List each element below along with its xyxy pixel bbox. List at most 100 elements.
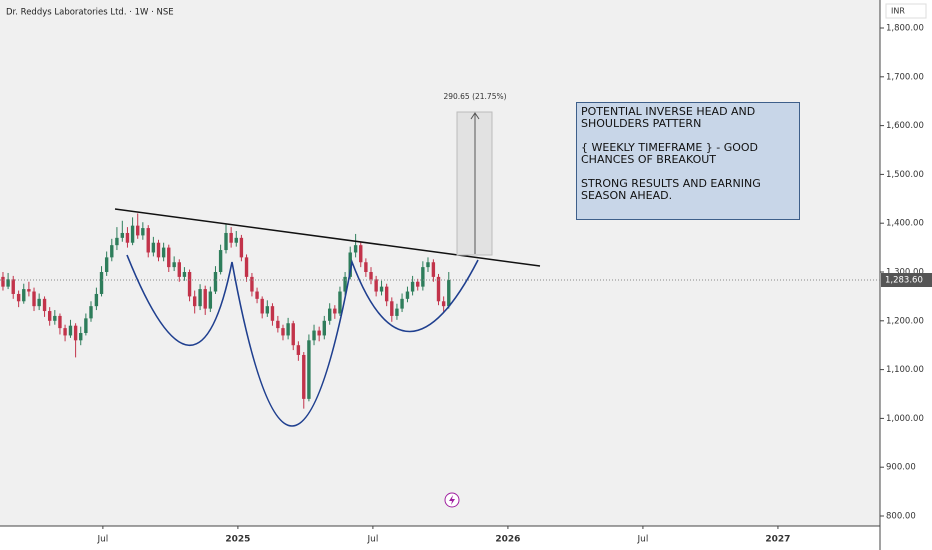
candle-body: [441, 301, 446, 307]
y-tick-label: 800.00: [886, 511, 916, 521]
candle-body: [447, 280, 451, 307]
measure-arrow-head: [470, 112, 480, 120]
candle-body: [260, 298, 264, 314]
y-tick-label: 1,000.00: [886, 414, 924, 424]
candle-body: [281, 328, 285, 336]
currency: INR: [891, 7, 905, 16]
candle-body: [6, 279, 10, 287]
note-box: POTENTIAL INVERSE HEAD AND SHOULDERS PAT…: [576, 102, 800, 220]
candle-body: [218, 250, 223, 273]
candle-body: [333, 308, 337, 314]
candle-body: [250, 276, 254, 292]
candle-body: [364, 262, 368, 273]
y-tick-label: 1,600.00: [886, 121, 924, 131]
candle-body: [348, 252, 352, 277]
candle-body: [42, 298, 47, 312]
candle-body: [141, 228, 145, 236]
candle-body: [161, 247, 166, 258]
last-price-label: 1,283.60: [885, 276, 923, 286]
x-tick-label: 2026: [495, 535, 520, 545]
y-tick-label: 1,800.00: [886, 24, 924, 34]
candle-body: [192, 296, 197, 307]
x-tick-label: Jul: [366, 535, 378, 545]
candle-body: [84, 318, 88, 334]
candle-body: [146, 228, 150, 253]
candle-body: [136, 225, 140, 236]
candle-body: [395, 308, 399, 316]
y-tick-label: 900.00: [886, 463, 916, 473]
candle-body: [73, 325, 78, 341]
candle-body: [213, 272, 218, 292]
candle-body: [16, 293, 21, 302]
measure-label: 290.65 (21.75%): [443, 92, 506, 101]
x-tick-label: 2025: [225, 535, 250, 545]
candle-body: [338, 291, 342, 314]
plot-area: [0, 0, 880, 526]
candle-body: [426, 262, 430, 268]
y-tick-label: 1,500.00: [886, 170, 924, 180]
candle-body: [22, 289, 26, 302]
candle-body: [172, 262, 176, 268]
candle-body: [198, 289, 202, 307]
note-text: { WEEKLY TIMEFRAME } - GOOD CHANCES OF B…: [581, 141, 759, 166]
time-axis: [0, 526, 880, 550]
candle-body: [115, 237, 119, 246]
marks: [0, 213, 880, 409]
y-tick-label: 1,400.00: [886, 219, 924, 229]
y-tick-label: 1,200.00: [886, 316, 924, 326]
candle-body: [312, 330, 316, 341]
candle-body: [167, 247, 171, 268]
candle-body: [99, 272, 104, 294]
candle-body: [343, 276, 347, 292]
candle-body: [11, 279, 15, 294]
candle-body: [416, 281, 420, 287]
candle-body: [151, 242, 156, 253]
pattern-curve: [126, 254, 479, 427]
candle-body: [244, 257, 249, 277]
candle-body: [384, 286, 389, 302]
candle-body: [265, 306, 270, 314]
candle-body: [296, 345, 301, 355]
candle-body: [410, 281, 415, 292]
candle-body: [369, 272, 373, 280]
candle-body: [327, 308, 332, 321]
candle-body: [270, 306, 275, 321]
candle-body: [405, 291, 410, 299]
candle-body: [302, 354, 306, 399]
y-tick-label: 1,100.00: [886, 365, 924, 375]
currency-box: [885, 3, 927, 19]
candle-body: [239, 237, 244, 258]
candle-body: [182, 272, 187, 277]
neckline: [114, 208, 541, 267]
candle-body: [177, 262, 181, 277]
candle-body: [255, 291, 259, 299]
candle-body: [89, 306, 93, 319]
candle-body: [37, 298, 41, 307]
candle-body: [224, 232, 228, 251]
candle-body: [79, 333, 83, 341]
candle-body: [307, 340, 311, 399]
candle-body: [353, 245, 358, 253]
candle-body: [390, 301, 394, 316]
x-tick-label: Jul: [96, 535, 108, 545]
candle-body: [187, 272, 192, 297]
candle-body: [208, 291, 213, 309]
candle-body: [110, 245, 114, 258]
y-tick-label: 1,700.00: [886, 72, 924, 82]
candle-body: [104, 257, 109, 273]
candle-body: [94, 293, 99, 307]
candle-body: [421, 267, 425, 287]
candle-body: [156, 242, 161, 258]
candle-body: [359, 245, 363, 263]
note-text: STRONG RESULTS AND EARNING SEASON AHEAD.: [581, 177, 761, 202]
note-text: POTENTIAL INVERSE HEAD AND SHOULDERS PAT…: [581, 105, 756, 130]
candle-body: [130, 225, 135, 243]
last-price-box: [881, 273, 932, 288]
x-tick-label: 2027: [765, 535, 790, 545]
x-tick-label: Jul: [636, 535, 648, 545]
candle-body: [400, 298, 404, 309]
candle-body: [322, 320, 326, 336]
candle-body: [317, 330, 321, 336]
candle-body: [68, 325, 73, 336]
